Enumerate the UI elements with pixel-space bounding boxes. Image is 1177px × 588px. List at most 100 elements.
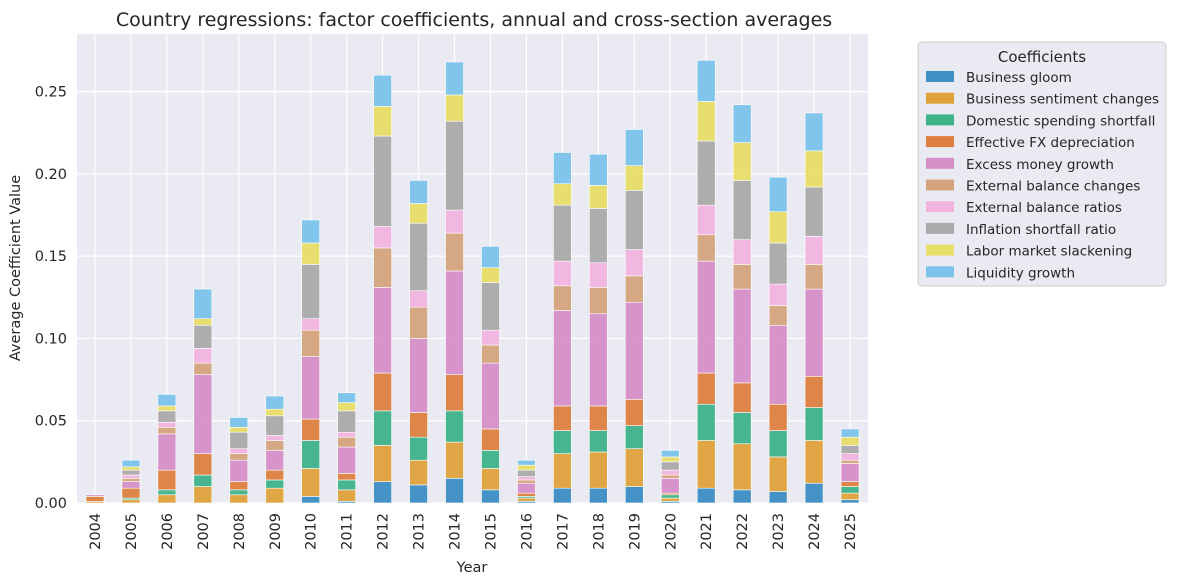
bar-segment: [193, 374, 213, 454]
bar-segment: [121, 469, 141, 476]
bar-segment: [301, 440, 320, 469]
legend: Coefficients Business gloom Business sent…: [917, 41, 1167, 287]
bar-segment: [121, 478, 141, 482]
bar-segment: [481, 489, 500, 504]
bar-segment: [301, 264, 320, 319]
bar-segment: [589, 313, 608, 407]
bar-segment: [696, 60, 716, 102]
bar-segment: [157, 489, 177, 496]
bar-segment: [660, 450, 680, 458]
bar-segment: [265, 479, 285, 489]
bar-segment: [804, 236, 824, 265]
bar-segment: [589, 185, 608, 209]
bar-segment: [660, 456, 680, 463]
bar-segment: [481, 428, 500, 451]
bar-segment: [409, 180, 428, 204]
x-tick-label: 2016: [519, 513, 535, 550]
x-tick-label: 2023: [771, 513, 787, 550]
bar-segment: [157, 405, 177, 412]
bar-segment: [337, 473, 356, 481]
bar-segment: [265, 440, 285, 451]
bar-segment: [768, 211, 788, 244]
legend-title: Coefficients: [998, 48, 1086, 66]
bar-segment: [625, 425, 644, 449]
bar-segment: [625, 129, 644, 166]
bar-segment: [625, 301, 644, 400]
bar-segment: [660, 461, 680, 471]
x-tick-label: 2021: [699, 513, 715, 550]
bar-segment: [337, 402, 356, 412]
chart-title: Country regressions: factor coefficients…: [116, 9, 832, 31]
bar-segment: [373, 106, 392, 137]
bar-segment: [768, 176, 788, 213]
bar-segment: [193, 486, 213, 504]
bar-segment: [409, 436, 428, 461]
bar-segment: [229, 448, 249, 454]
bar-segment: [804, 482, 824, 504]
bar-segment: [553, 453, 572, 489]
bar-segment: [193, 324, 213, 349]
bar-segment: [481, 450, 500, 469]
bar-segment: [732, 180, 752, 241]
x-tick-label: 2010: [304, 513, 320, 550]
bar-segment: [553, 152, 572, 185]
bar-segment: [373, 410, 392, 446]
bar-segment: [553, 430, 572, 454]
legend-label: Labor market slackening: [966, 244, 1132, 260]
bar-segment: [732, 142, 752, 181]
bar-segment: [768, 430, 788, 458]
bar-segment: [625, 165, 644, 191]
bar-segment: [193, 362, 213, 375]
x-tick-label: 2022: [735, 513, 751, 550]
bar-segment: [481, 468, 500, 491]
bar-segment: [229, 459, 249, 482]
bar-segment: [840, 436, 860, 446]
bar-segment: [301, 242, 320, 265]
bar-segment: [157, 422, 177, 428]
bar-segment: [121, 487, 141, 499]
bar-segment: [337, 431, 356, 438]
legend-swatch: [926, 136, 954, 148]
bar-segment: [732, 412, 752, 445]
bar-segment: [193, 474, 213, 487]
bar-segment: [409, 203, 428, 224]
bar-segment: [589, 208, 608, 264]
bar-segment: [768, 403, 788, 431]
bar-segment: [445, 120, 464, 211]
bar-segment: [589, 451, 608, 489]
bar-segment: [301, 219, 320, 244]
bar-segment: [157, 427, 177, 435]
y-tick-label: 0.05: [35, 414, 67, 430]
legend-swatch: [926, 92, 954, 104]
legend-swatch: [926, 201, 954, 213]
bar-segment: [445, 209, 464, 234]
bar-segment: [768, 242, 788, 285]
legend-label: Excess money growth: [966, 157, 1114, 173]
bar-segment: [337, 479, 356, 491]
bar-segment: [157, 394, 177, 407]
bar-segment: [804, 264, 824, 290]
bar-segment: [265, 415, 285, 436]
bar-segment: [625, 399, 644, 426]
bar-segment: [157, 469, 177, 491]
x-tick-label: 2013: [412, 513, 428, 550]
bar-segment: [337, 446, 356, 474]
bar-segment: [732, 264, 752, 290]
bar-segment: [301, 418, 320, 441]
bar-segment: [517, 469, 536, 477]
bar-segment: [229, 489, 249, 496]
bar-segment: [409, 459, 428, 486]
x-tick-label: 2009: [268, 513, 284, 550]
bar-segment: [625, 448, 644, 487]
legend-swatch: [926, 222, 954, 234]
x-tick-label: 2018: [591, 513, 607, 550]
x-tick-label: 2014: [448, 513, 464, 550]
legend-swatch: [926, 266, 954, 278]
bar-segment: [121, 481, 141, 489]
bar-segment: [445, 441, 464, 479]
bar-segment: [481, 329, 500, 346]
bar-segment: [373, 135, 392, 227]
bar-segment: [229, 427, 249, 433]
bar-segment: [121, 459, 141, 468]
bar-segment: [589, 487, 608, 504]
